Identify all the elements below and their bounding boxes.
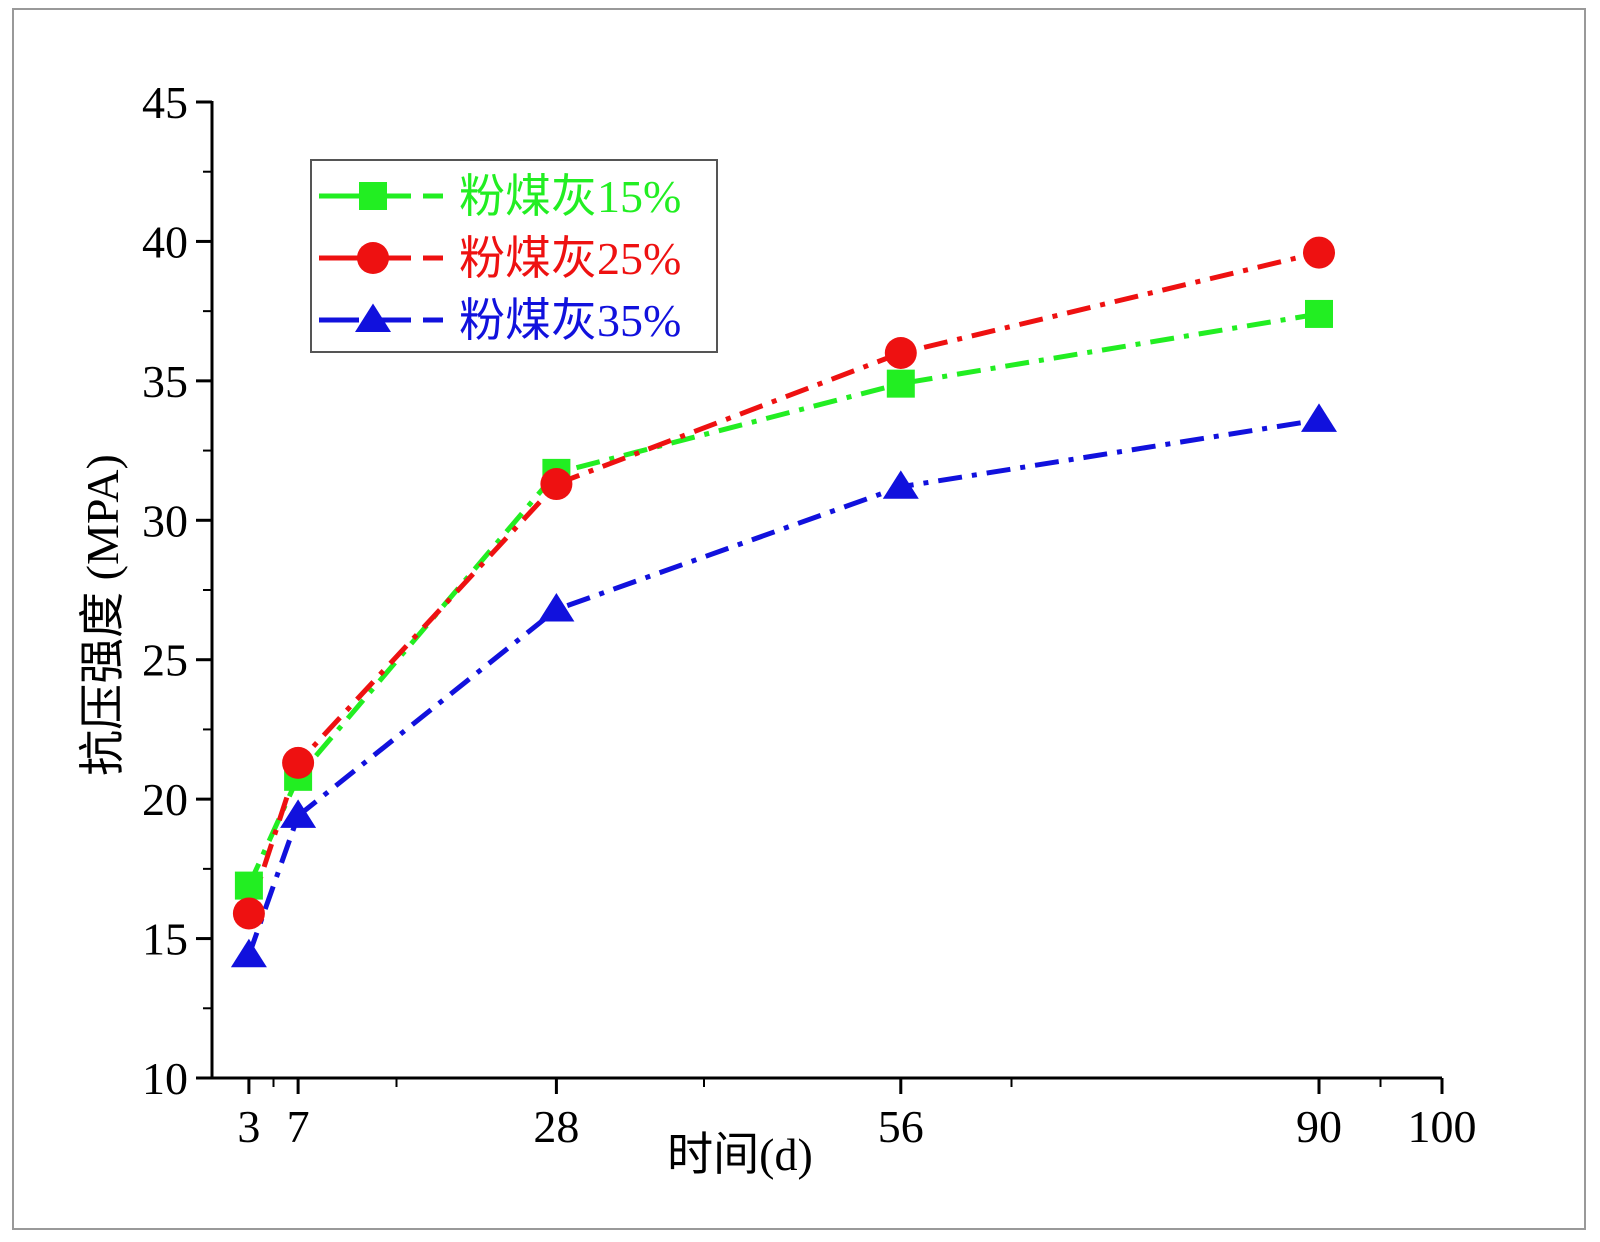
y-tick-label: 15 (142, 914, 188, 965)
x-tick-label: 3 (237, 1101, 260, 1152)
series-markers (230, 236, 1337, 968)
series-lines (246, 250, 1320, 957)
x-tick-label: 100 (1408, 1101, 1477, 1152)
y-tick-label: 20 (142, 774, 188, 825)
y-tick-label: 35 (142, 356, 188, 407)
data-point (234, 871, 263, 900)
legend-marker (359, 182, 387, 210)
series-line-2 (246, 250, 1320, 915)
legend-label: 粉煤灰25% (459, 233, 681, 284)
data-point (538, 593, 575, 622)
data-point (882, 470, 919, 499)
y-axis-title: 抗压强度 (MPA) (77, 454, 128, 776)
x-tick-label: 28 (533, 1101, 579, 1152)
x-tick-label: 56 (878, 1101, 924, 1152)
data-point (886, 369, 915, 398)
y-tick-label: 45 (142, 77, 188, 128)
data-point (540, 468, 573, 501)
data-point (1303, 236, 1335, 269)
data-point (282, 746, 315, 779)
y-tick-label: 10 (142, 1053, 188, 1104)
legend-label: 粉煤灰35% (459, 295, 681, 346)
data-point (884, 336, 917, 369)
y-tick-label: 30 (142, 495, 188, 546)
x-axis-title: 时间(d) (667, 1129, 813, 1180)
series-line-1 (246, 311, 1320, 887)
chart-frame (12, 8, 1586, 1230)
data-point (230, 938, 267, 968)
data-point (280, 799, 317, 828)
y-tick-label: 40 (142, 216, 188, 267)
axes: 10 15 20 25 30 35 40 45 3 7 28 56 90 100 (142, 77, 1477, 1152)
legend: 粉煤灰15% 粉煤灰25% 粉煤灰35% (310, 159, 718, 353)
series-line-3 (246, 417, 1320, 957)
legend-marker (357, 242, 389, 274)
y-tick-label: 25 (142, 635, 188, 686)
legend-label: 粉煤灰15% (459, 171, 681, 222)
x-tick-label: 90 (1296, 1101, 1342, 1152)
data-point (232, 897, 265, 930)
data-point (1301, 403, 1337, 432)
x-tick-label: 7 (287, 1101, 310, 1152)
legend-marker (355, 303, 391, 332)
data-point (1305, 299, 1333, 328)
